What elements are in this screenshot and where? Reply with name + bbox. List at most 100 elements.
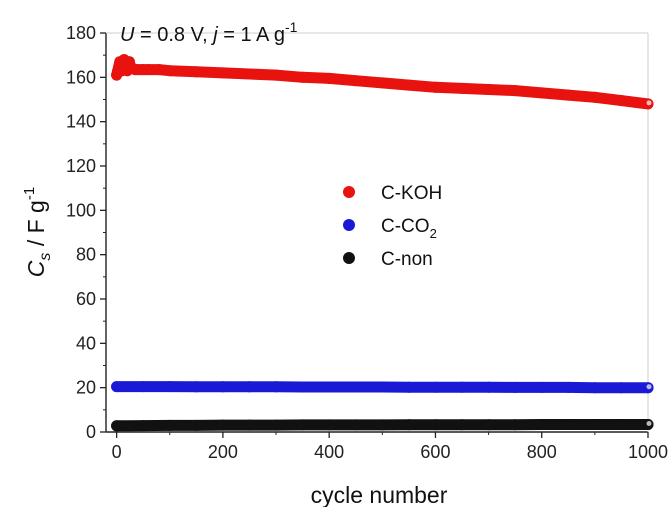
data-point-c-co2: [376, 381, 388, 393]
legend-entry-c-co2: C-CO2: [343, 216, 437, 241]
data-point-c-non: [323, 419, 335, 431]
legend-label-c-co2: C-CO2: [381, 216, 437, 241]
legend-entry-c-koh: C-KOH: [343, 183, 442, 204]
data-point-c-co2: [403, 381, 415, 393]
data-point-c-non: [111, 420, 123, 432]
series-layer: [111, 54, 654, 432]
x-axis-title: cycle number: [311, 482, 448, 507]
legend-marker-c-co2: [343, 219, 355, 231]
data-point-c-non: [164, 419, 176, 431]
x-tick-label: 200: [208, 442, 238, 462]
data-point-c-non: [350, 419, 362, 431]
y-tick-label: 160: [66, 67, 96, 87]
data-point-c-non: [403, 419, 415, 431]
data-point-c-koh: [297, 71, 309, 83]
annotation-superscript: -1: [285, 19, 298, 35]
legend-entry-c-non: C-non: [343, 249, 433, 270]
x-axis-ticks: 0 200 400 600 800 1000: [112, 432, 668, 462]
data-point-c-non: [615, 419, 627, 430]
y-tick-label: 140: [66, 112, 96, 132]
x-tick-label: 0: [112, 442, 122, 462]
data-point-c-co2: [164, 381, 176, 393]
data-point-c-non: [270, 419, 282, 431]
y-axis-title: Cs / F g-1: [21, 187, 54, 277]
data-point-c-koh: [350, 75, 362, 87]
x-tick-label: 400: [314, 442, 344, 462]
data-point-c-co2: [217, 381, 229, 393]
data-point-c-non: [244, 419, 255, 431]
legend-label-c-non-text: C-non: [381, 249, 433, 270]
legend-marker-c-non: [343, 252, 355, 264]
data-point-c-co2: [562, 381, 574, 393]
data-point-c-koh: [153, 64, 165, 76]
legend: C-KOH C-CO2 C-non: [343, 183, 442, 270]
x-tick-label: 1000: [628, 442, 668, 462]
data-point-c-co2: [615, 382, 627, 394]
y-tick-label: 180: [66, 23, 96, 43]
data-point-c-koh: [536, 87, 548, 99]
data-point-c-non: [456, 419, 468, 431]
data-point-c-koh: [270, 69, 282, 81]
data-point-c-koh: [143, 64, 154, 76]
x-tick-label: 600: [420, 442, 450, 462]
data-point-c-koh: [456, 82, 468, 94]
data-point-c-co2: [536, 381, 548, 393]
data-point-c-non: [297, 419, 309, 431]
data-point-c-koh: [323, 72, 335, 84]
data-point-c-non: [536, 419, 548, 430]
data-point-c-koh: [403, 79, 415, 91]
annotation-u-text: = 0.8 V,: [134, 24, 213, 46]
data-point-c-koh: [589, 91, 601, 103]
series-c-non: [111, 419, 654, 432]
y-tick-label: 0: [86, 422, 96, 442]
data-point-c-koh: [562, 89, 574, 101]
end-marker-highlight-c-non: [646, 421, 652, 426]
data-point-c-co2: [137, 381, 149, 393]
y-tick-label: 80: [76, 245, 96, 265]
annotation-j-text: = 1 A g: [218, 24, 285, 46]
data-point-c-co2: [111, 381, 123, 393]
data-point-c-co2: [483, 381, 495, 393]
y-axis-title-subscript: s: [37, 253, 54, 261]
data-point-c-koh: [376, 77, 388, 89]
data-point-c-non: [562, 419, 574, 430]
legend-label-c-co2-text: C-CO: [381, 216, 430, 237]
legend-label-c-non: C-non: [381, 249, 433, 270]
end-marker-highlight-c-co2: [646, 384, 652, 390]
data-point-c-co2: [190, 381, 202, 393]
data-point-c-non: [137, 420, 149, 432]
data-point-c-co2: [589, 382, 601, 394]
data-point-c-non: [190, 419, 202, 431]
y-tick-label: 40: [76, 333, 96, 353]
y-axis-ticks: 0 20 40 60 80 100 120 140 160 180: [66, 23, 106, 442]
y-tick-label: 20: [76, 378, 96, 398]
data-point-c-koh: [244, 68, 255, 80]
data-point-c-koh: [483, 84, 495, 95]
data-point-c-co2: [297, 381, 309, 393]
x-tick-label: 800: [527, 442, 557, 462]
data-point-c-non: [430, 419, 441, 431]
annotation-j-symbol: j: [210, 24, 218, 46]
end-marker-highlight-c-koh: [646, 100, 652, 106]
data-point-c-co2: [350, 381, 362, 393]
data-point-c-koh: [164, 65, 176, 77]
y-tick-label: 100: [66, 200, 96, 220]
series-c-co2: [111, 381, 654, 394]
data-point-c-non: [217, 419, 229, 431]
series-c-koh: [111, 54, 654, 110]
data-point-c-co2: [430, 381, 441, 393]
data-point-c-koh: [190, 66, 202, 78]
data-point-c-co2: [323, 381, 335, 393]
condition-annotation: U = 0.8 V, j = 1 A g-1: [120, 19, 298, 46]
data-point-c-koh: [430, 81, 441, 93]
data-point-c-co2: [509, 381, 521, 393]
data-point-c-co2: [270, 381, 282, 393]
legend-label-c-koh-text: C-KOH: [381, 183, 442, 204]
data-point-c-non: [589, 419, 601, 430]
data-point-c-koh: [509, 85, 521, 97]
data-point-c-non: [376, 419, 388, 431]
data-point-c-co2: [456, 381, 468, 393]
data-point-c-co2: [244, 381, 255, 393]
y-axis-title-superscript: -1: [21, 187, 38, 200]
